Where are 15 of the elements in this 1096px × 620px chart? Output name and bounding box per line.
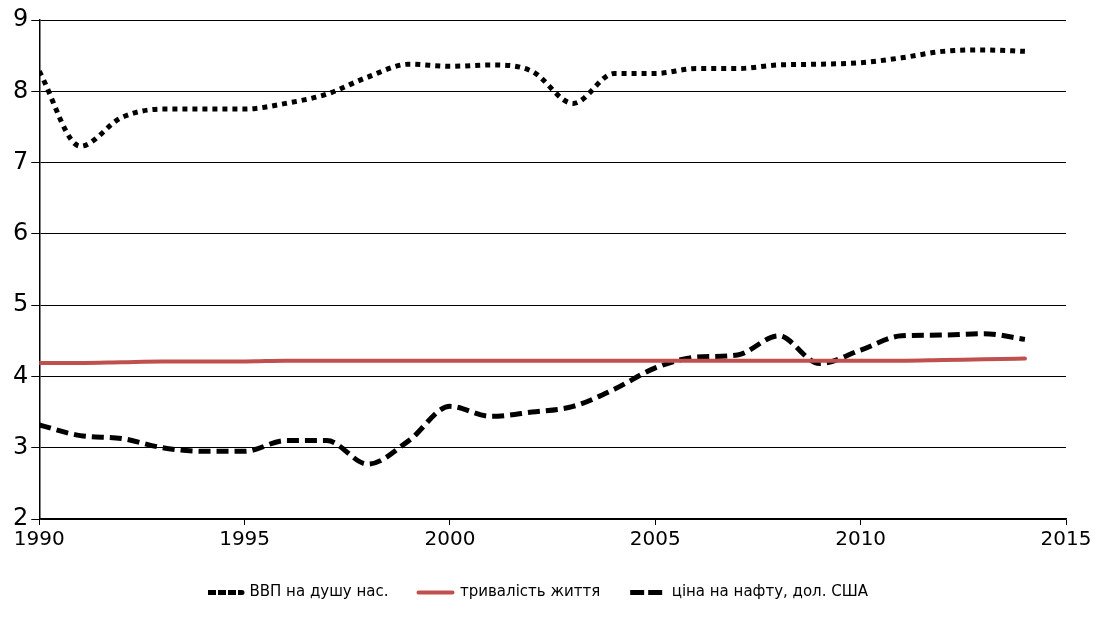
legend-label: ВВП на душу нас. xyxy=(249,582,389,601)
y-tick-label: 4 xyxy=(12,360,29,389)
legend-label: тривалість життя xyxy=(460,582,601,601)
y-tick-label: 3 xyxy=(12,431,29,460)
y-tick-label: 6 xyxy=(12,218,29,247)
x-tick-label: 2010 xyxy=(835,526,887,551)
legend-label: ціна на нафту, дол. США xyxy=(671,582,869,601)
x-tick-label: 2015 xyxy=(1040,526,1092,551)
y-tick-label: 8 xyxy=(12,75,29,104)
y-tick-label: 9 xyxy=(12,4,29,33)
y-tick-label: 7 xyxy=(12,146,29,175)
y-tick-label: 5 xyxy=(12,289,29,318)
x-tick-label: 1995 xyxy=(219,526,271,551)
x-tick-label: 2000 xyxy=(424,526,476,551)
x-tick-label: 2005 xyxy=(629,526,681,551)
